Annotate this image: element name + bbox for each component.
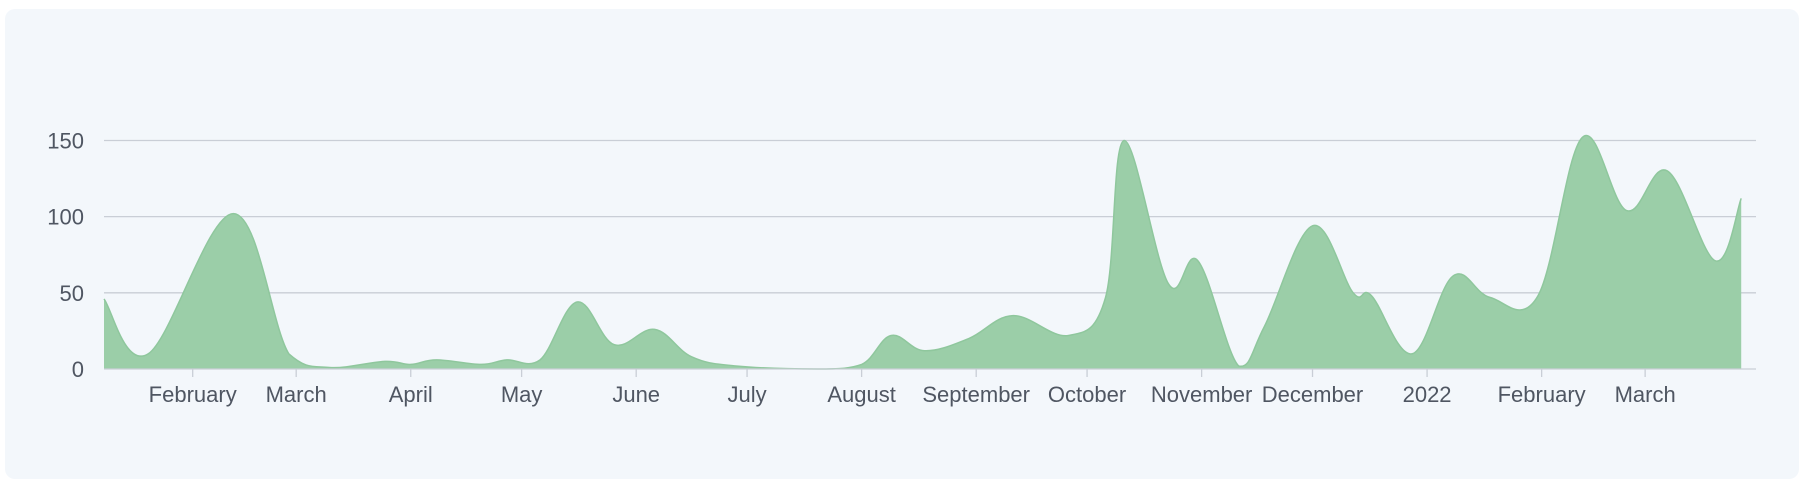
x-tick-label: July <box>727 382 766 407</box>
x-tick-label: October <box>1048 382 1126 407</box>
y-tick-label: 50 <box>60 281 84 306</box>
chart-card <box>5 9 1799 479</box>
area-line <box>103 134 1742 370</box>
x-tick-label: June <box>612 382 660 407</box>
x-tick-label: 2022 <box>1403 382 1452 407</box>
x-axis: February March April May June July August Septe… <box>149 369 1676 407</box>
y-tick-label: 100 <box>47 205 84 230</box>
y-tick-label: 0 <box>72 357 84 382</box>
y-tick-label: 150 <box>47 128 84 153</box>
x-tick-label: February <box>149 382 237 407</box>
x-tick-label: December <box>1262 382 1363 407</box>
series-area <box>103 134 1742 370</box>
x-tick-label: November <box>1151 382 1252 407</box>
x-tick-label: May <box>501 382 543 407</box>
x-tick-label: February <box>1498 382 1586 407</box>
x-tick-label: April <box>389 382 433 407</box>
x-tick-label: September <box>922 382 1030 407</box>
area-fill <box>104 135 1742 369</box>
x-tick-label: March <box>266 382 327 407</box>
x-tick-label: March <box>1615 382 1676 407</box>
x-tick-label: August <box>827 382 896 407</box>
